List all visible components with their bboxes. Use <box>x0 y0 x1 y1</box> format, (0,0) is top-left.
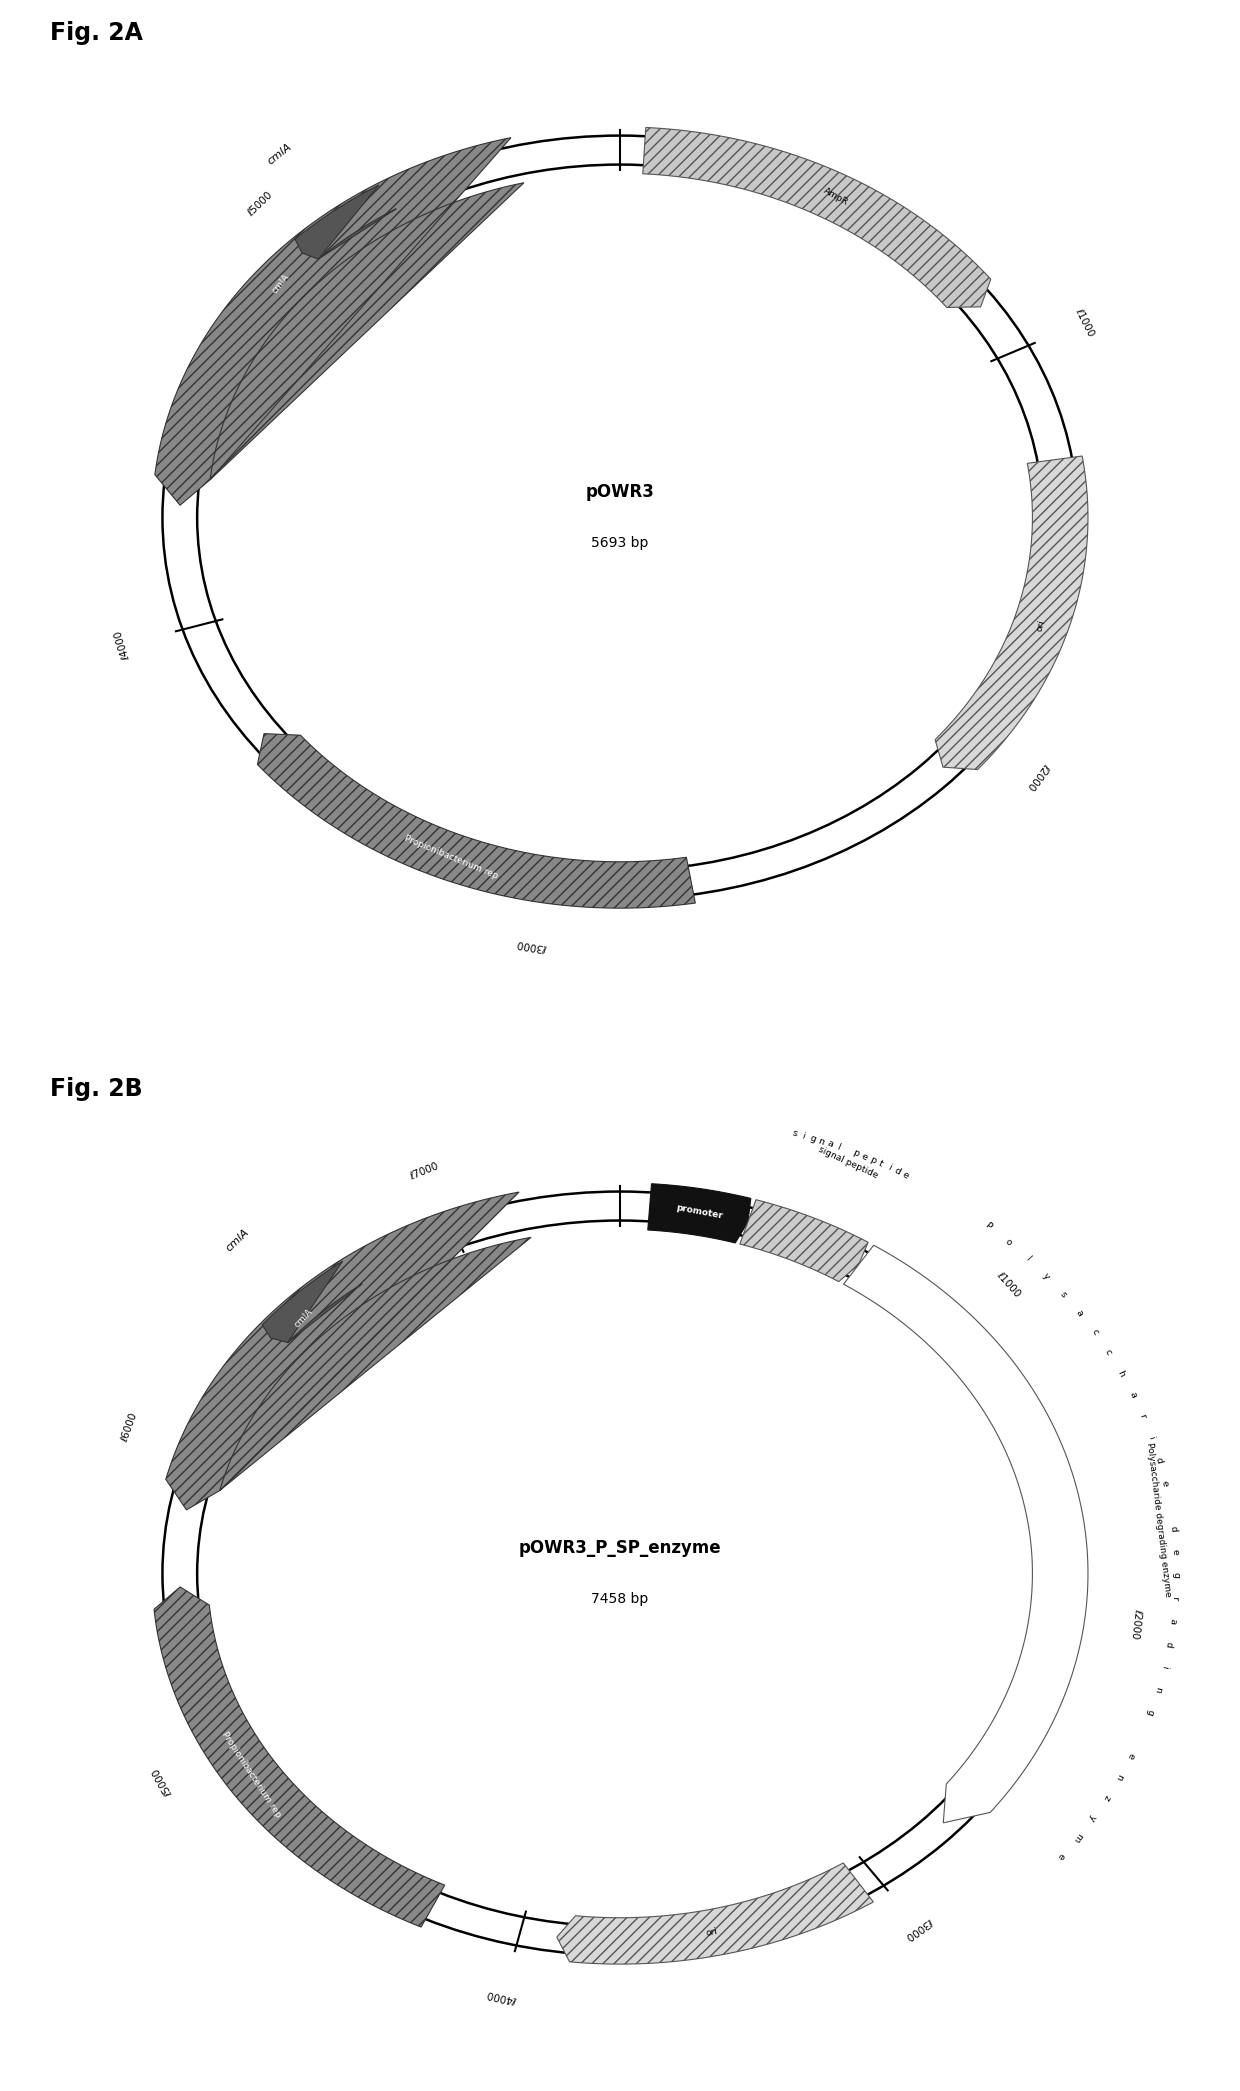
Text: ℓ3000: ℓ3000 <box>904 1915 935 1940</box>
Text: 7458 bp: 7458 bp <box>591 1593 649 1606</box>
Polygon shape <box>295 184 397 259</box>
Text: e: e <box>859 1152 869 1163</box>
Text: ℓ2000: ℓ2000 <box>1130 1608 1143 1639</box>
Text: Polysaccharide degrading enzyme: Polysaccharide degrading enzyme <box>1145 1443 1172 1598</box>
Text: Fig. 2B: Fig. 2B <box>50 1077 143 1100</box>
Text: c: c <box>1090 1328 1100 1336</box>
Text: ℓ6000: ℓ6000 <box>120 1411 140 1443</box>
Text: i: i <box>1159 1664 1169 1669</box>
Text: l: l <box>836 1142 842 1152</box>
Polygon shape <box>166 1192 531 1510</box>
Polygon shape <box>740 1200 868 1282</box>
Text: n: n <box>1114 1771 1125 1782</box>
Text: promoter: promoter <box>676 1204 724 1221</box>
Text: a: a <box>826 1140 835 1150</box>
Text: cmlA: cmlA <box>270 272 291 295</box>
Text: signal peptide: signal peptide <box>817 1146 879 1181</box>
Text: cmlA: cmlA <box>224 1227 252 1255</box>
Text: h: h <box>1116 1368 1126 1378</box>
Text: i: i <box>801 1131 806 1140</box>
Polygon shape <box>557 1863 873 1963</box>
Text: l: l <box>1023 1255 1032 1263</box>
Text: s: s <box>791 1129 799 1138</box>
Text: e: e <box>1171 1549 1179 1556</box>
Polygon shape <box>935 456 1087 769</box>
Text: d: d <box>893 1167 901 1177</box>
Text: ℓ1000: ℓ1000 <box>1074 305 1096 339</box>
Polygon shape <box>154 1587 445 1928</box>
Polygon shape <box>258 734 696 907</box>
Text: c: c <box>1104 1349 1114 1357</box>
Polygon shape <box>262 1261 362 1342</box>
Text: n: n <box>817 1135 826 1146</box>
Text: ℓ4000: ℓ4000 <box>113 629 131 661</box>
Text: ℓ7000: ℓ7000 <box>408 1161 440 1181</box>
Polygon shape <box>647 1184 751 1242</box>
Text: n: n <box>1153 1685 1163 1694</box>
Text: ori: ori <box>1034 619 1047 631</box>
Text: ori: ori <box>706 1928 719 1938</box>
Text: Fig. 2A: Fig. 2A <box>50 21 143 44</box>
Text: i: i <box>885 1163 893 1173</box>
Text: e: e <box>1126 1750 1136 1761</box>
Text: P: P <box>983 1221 993 1232</box>
Text: ℓ1000: ℓ1000 <box>994 1269 1022 1299</box>
Text: g: g <box>808 1133 817 1144</box>
Text: e: e <box>1159 1478 1169 1487</box>
Text: a: a <box>1168 1618 1177 1625</box>
Text: Propionibacterium rep: Propionibacterium rep <box>221 1729 283 1819</box>
Text: g: g <box>1171 1572 1180 1579</box>
Text: ℓ2000: ℓ2000 <box>1025 761 1052 790</box>
Text: ℓ5000: ℓ5000 <box>246 190 274 217</box>
Text: d: d <box>1168 1526 1178 1533</box>
Text: ℓ4000: ℓ4000 <box>486 1989 518 2005</box>
Text: cmlA: cmlA <box>265 142 294 167</box>
Text: ℓ5000: ℓ5000 <box>151 1767 175 1798</box>
Text: pOWR3_P_SP_enzyme: pOWR3_P_SP_enzyme <box>518 1539 722 1556</box>
Text: i: i <box>1147 1434 1156 1441</box>
Text: y: y <box>1087 1813 1097 1821</box>
Text: a: a <box>1074 1309 1085 1317</box>
Text: r: r <box>1171 1595 1179 1600</box>
Text: r: r <box>1137 1414 1147 1420</box>
Text: cmlA: cmlA <box>293 1307 315 1330</box>
Polygon shape <box>642 128 991 307</box>
Text: AmpR: AmpR <box>822 186 849 207</box>
Text: e: e <box>900 1171 910 1181</box>
Text: a: a <box>1127 1391 1137 1399</box>
Text: pOWR3: pOWR3 <box>585 483 655 500</box>
Text: e: e <box>1055 1851 1066 1861</box>
Text: o: o <box>1003 1236 1013 1246</box>
Text: p: p <box>868 1154 877 1167</box>
Text: ℓ3000: ℓ3000 <box>517 939 548 953</box>
Text: y: y <box>1040 1271 1052 1282</box>
Text: p: p <box>851 1148 861 1158</box>
Text: d: d <box>1153 1455 1164 1464</box>
Polygon shape <box>155 138 525 506</box>
Text: m: m <box>1071 1830 1084 1842</box>
Text: 5693 bp: 5693 bp <box>591 537 649 550</box>
Text: Propionibacterium rep: Propionibacterium rep <box>403 832 498 880</box>
Text: d: d <box>1164 1641 1174 1648</box>
Text: z: z <box>1101 1792 1111 1802</box>
Polygon shape <box>843 1246 1087 1823</box>
Text: g: g <box>1145 1708 1156 1717</box>
Text: t: t <box>877 1158 884 1169</box>
Text: s: s <box>1058 1290 1069 1299</box>
